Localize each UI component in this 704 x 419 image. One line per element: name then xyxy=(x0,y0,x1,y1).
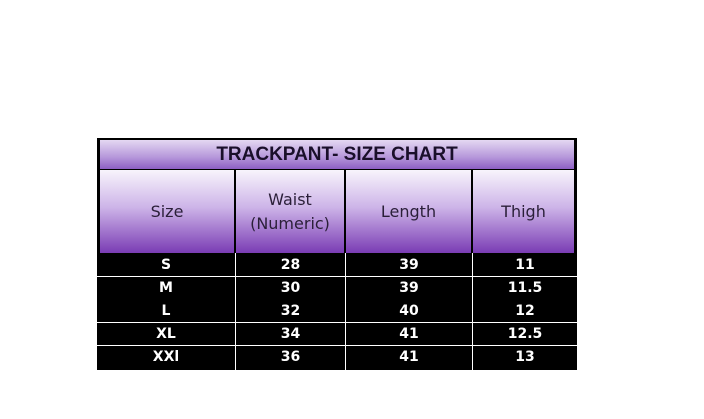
table-cell: XL xyxy=(156,326,176,342)
header-size: Size xyxy=(100,170,234,253)
column-divider xyxy=(235,253,236,370)
table-cell: 28 xyxy=(280,257,301,273)
table-cell: 12.5 xyxy=(507,326,543,342)
row-divider xyxy=(97,276,577,277)
column-divider xyxy=(472,253,473,370)
table-cell: 13 xyxy=(515,349,535,365)
table-cell: 39 xyxy=(399,280,419,296)
table-cell: 30 xyxy=(280,280,301,296)
table-cell: 12 xyxy=(515,303,535,319)
header-waist-line1: Waist xyxy=(268,189,312,209)
table-cell: 41 xyxy=(399,349,419,365)
header-waist: Waist (Numeric) xyxy=(236,170,344,253)
table-cell: 40 xyxy=(399,303,419,319)
table-cell: 32 xyxy=(280,303,301,319)
table-title: TRACKPANT- SIZE CHART xyxy=(100,140,574,169)
table-cell: 41 xyxy=(399,326,419,342)
table-cell: XXl xyxy=(152,349,180,365)
row-divider xyxy=(97,322,577,323)
table-cell: L xyxy=(161,303,171,319)
column-divider xyxy=(345,253,346,370)
table-cell: 39 xyxy=(399,257,419,273)
table-cell: 11 xyxy=(515,257,535,273)
header-waist-line2: (Numeric) xyxy=(250,213,330,233)
header-thigh: Thigh xyxy=(473,170,574,253)
table-cell: S xyxy=(160,257,172,273)
header-length: Length xyxy=(346,170,471,253)
row-divider xyxy=(97,345,577,346)
size-chart-table: TRACKPANT- SIZE CHART Size Waist (Numeric… xyxy=(97,138,577,370)
table-cell: 36 xyxy=(280,349,301,365)
table-cell: M xyxy=(159,280,173,296)
table-cell: 11.5 xyxy=(507,280,543,296)
table-cell: 34 xyxy=(280,326,301,342)
